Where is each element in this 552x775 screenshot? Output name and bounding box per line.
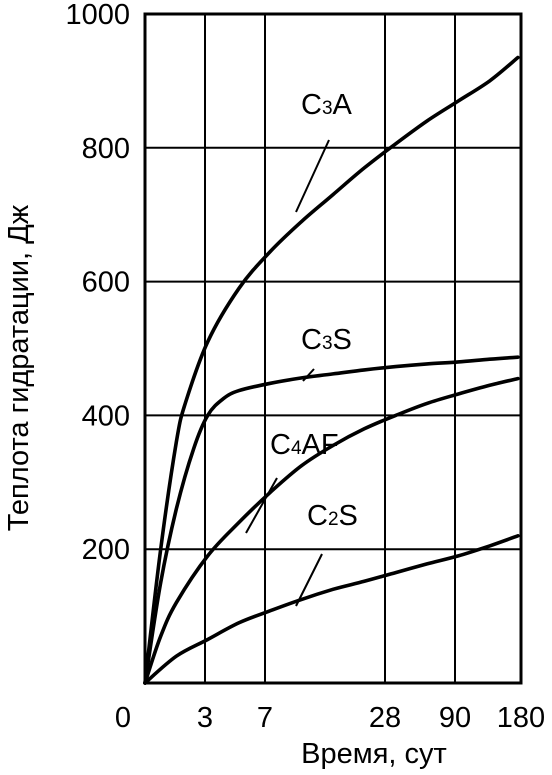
leader-line-c4af: [245, 477, 278, 534]
series-label-c3a: C3A: [301, 89, 353, 121]
series-label-rest: S: [339, 500, 358, 532]
x-tick-label: 0: [115, 702, 131, 734]
leader-line-c3s: [302, 368, 315, 382]
series-label-rest: A: [333, 89, 353, 121]
series-label-subscript: 2: [328, 509, 339, 530]
y-tick-label: 200: [82, 534, 130, 566]
series-line-c4af: [143, 376, 520, 685]
x-tick-label: 7: [257, 702, 273, 734]
series-label-rest: AF: [302, 429, 339, 461]
x-axis-label: Время, сут: [301, 738, 447, 770]
x-tick-label: 3: [197, 702, 213, 734]
series-label-subscript: 3: [322, 333, 333, 354]
y-tick-label: 800: [82, 133, 130, 165]
series-label-subscript: 4: [291, 438, 302, 459]
y-tick-label: 600: [82, 267, 130, 299]
x-tick-label: 90: [439, 702, 471, 734]
series-label-subscript: 3: [322, 98, 333, 119]
series-line-c3s: [143, 355, 520, 685]
series-label-c3s: C3S: [301, 324, 352, 356]
series-line-c2s: [143, 534, 520, 685]
x-tick-label: 28: [369, 702, 401, 734]
series-label-c4af: C4AF: [270, 429, 339, 461]
series-curves: [143, 55, 520, 685]
series-label-c2s: C2S: [307, 500, 358, 532]
y-axis-label: Теплота гидратации, Дж: [3, 204, 35, 531]
y-tick-label: 400: [82, 400, 130, 432]
leader-line-c2s: [295, 553, 323, 607]
series-label-letter: C: [301, 89, 322, 121]
tick-labels: 0 3 7 28 90 180 200 400 600 800 1000: [65, 0, 545, 734]
leader-line-c3a: [295, 139, 330, 213]
y-tick-label: 1000: [65, 0, 130, 31]
series-label-letter: C: [270, 429, 291, 461]
label-leader-lines: [245, 139, 330, 607]
series-label-letter: C: [301, 324, 322, 356]
series-label-letter: C: [307, 500, 328, 532]
series-line-c3a: [143, 55, 520, 685]
series-label-rest: S: [333, 324, 352, 356]
x-tick-label: 180: [497, 702, 545, 734]
plot-frame: [143, 12, 523, 685]
